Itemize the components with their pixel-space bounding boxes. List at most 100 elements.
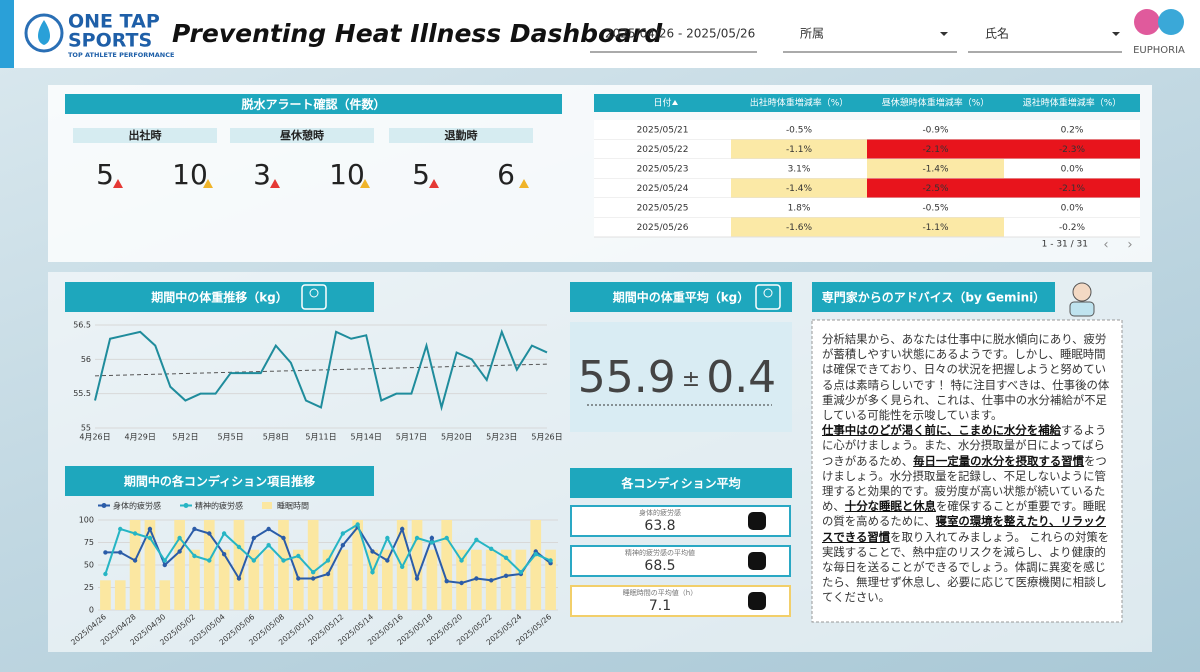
data-point [385,558,390,563]
bar [114,580,126,610]
panel-title: 各コンディション平均 [620,476,740,491]
data-point [489,546,494,551]
legend-swatch [183,503,189,508]
cell-text: 1.8% [788,203,811,213]
brand: SPORTS [68,30,152,52]
advice-text: するように心がけましょう。また、水分摂取量が日によってばらつきがあるため、 [822,423,1107,468]
name-filter[interactable]: 氏名 [985,26,1009,41]
data-point [266,526,271,532]
cell-text: -0.2% [1059,223,1086,233]
column-header: 出社時体重増減率（%） [750,97,849,109]
advice-emphasis: 寝室の環境を整えたり、リラックスできる習慣 [822,514,1106,544]
y-tick-label: 75 [84,538,94,547]
data-point [444,579,449,584]
y-tick-label: 56.5 [73,321,91,330]
y-tick-label: 56 [81,355,91,364]
cell-text: -2.5% [922,184,949,194]
advice-text: 分析結果から、あなたは仕事中に脱水傾向にあり、疲労が蓄積しやすい状態にあるようで… [822,332,1110,423]
table-cell [867,120,1004,140]
bar [545,549,556,610]
bar [307,520,319,610]
cell-text: -1.1% [786,145,813,155]
alert-count: 10 [329,158,365,191]
data-point [281,558,286,563]
data-point [533,552,538,557]
x-tick-label: 5月20日 [441,433,472,442]
column-header: 退社時体重増減率（%） [1023,97,1122,109]
weight-average-box [570,322,792,432]
alert-icon [203,179,213,188]
data-point [103,550,108,555]
cell-text: 2025/05/21 [637,125,689,135]
dropdown-arrow[interactable] [1112,32,1120,36]
bar [189,549,200,610]
data-point [251,558,257,563]
data-point [296,553,301,559]
data-point [177,549,182,554]
table-cell [594,198,731,218]
alert-icon [270,179,280,188]
x-tick-label: 5月11日 [305,433,336,442]
data-point [192,526,197,532]
sort-indicator [672,100,678,105]
page-prev: ‹ [1103,238,1108,253]
header-stripe [0,0,14,68]
data-point [118,526,123,532]
group-label: 出社時 [129,128,162,142]
cell-text: -2.3% [1059,145,1086,155]
advice-paragraph: 分析結果から、あなたは仕事中に脱水傾向にあり、疲労が蓄積しやすい状態にあるようで… [822,332,1113,423]
data-point [385,535,390,541]
average-label: 身体的疲労感 [639,508,681,517]
bar [174,520,185,610]
date-filter[interactable]: 2025/04/26 - 2025/05/26 [605,27,755,41]
bar [144,520,156,610]
table-cell [594,159,731,179]
weight-value: 55.9 [578,352,676,403]
title-icon [755,284,781,310]
bar [248,549,260,610]
advice-emphasis: 十分な睡眠と休息 [844,499,936,514]
weight-value: 0.4 [706,352,776,403]
alert-count: 5 [96,158,114,191]
bar [322,549,334,610]
cell-text: 0.0% [1061,203,1084,213]
data-line [94,328,548,412]
table-cell [594,120,731,140]
advice-box [811,319,1123,623]
dropdown-arrow[interactable] [940,32,948,36]
bar [411,520,423,610]
department-filter[interactable]: 所属 [800,27,824,41]
y-tick-label: 25 [84,583,94,592]
title-bar [812,282,1055,312]
column-header: 昼休憩時体重増減率（%） [882,97,990,109]
data-point [192,553,197,559]
table-cell [867,198,1004,218]
data-point [355,522,360,527]
advice-emphasis: 毎日一定量の水分を摂取する習慣 [913,453,1085,468]
data-point [429,540,435,545]
data-point [548,558,553,563]
data-point [503,555,509,560]
data-point [399,564,405,569]
data-point [118,550,123,555]
bar [441,520,453,610]
cell-text: -2.1% [922,145,949,155]
data-point [221,552,227,557]
alert-icon [360,179,370,188]
legend-label: 精神的疲労感 [195,501,243,511]
cell-text: 2025/05/22 [637,145,689,155]
alert-icon [519,179,529,188]
cell-text: -1.1% [922,223,949,233]
panel-title: 期間中の体重平均（kg） [613,290,750,305]
alert-icon [429,179,439,188]
alert-count: 10 [172,158,208,191]
partner-logo [1158,9,1184,35]
cell-text: -1.6% [786,223,813,233]
column-header: 日付 [653,98,671,109]
advice-emphasis: 仕事中はのどが渇く前に、こまめに水分を補給 [822,423,1061,438]
data-point [103,571,108,577]
bar [337,549,349,610]
data-point [310,576,316,581]
bar [218,549,230,610]
title-bar [65,282,374,312]
